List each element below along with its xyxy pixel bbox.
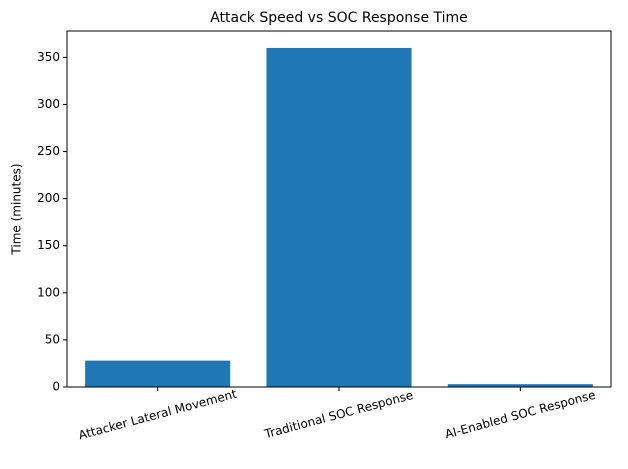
chart-title: Attack Speed vs SOC Response Time <box>210 10 468 26</box>
y-tick-label: 200 <box>37 191 60 205</box>
y-tick-label: 50 <box>45 332 60 346</box>
bar <box>447 384 593 387</box>
bar <box>266 47 412 387</box>
x-tick-label: AI-Enabled SOC Response <box>443 388 597 442</box>
y-tick-label: 350 <box>37 50 60 64</box>
y-tick-label: 300 <box>37 97 60 111</box>
y-axis-label: Time (minutes) <box>10 163 24 255</box>
x-tick-label: Traditional SOC Response <box>262 388 415 441</box>
y-tick-label: 0 <box>52 380 60 394</box>
plot-frame <box>66 30 612 388</box>
y-tick-label: 100 <box>37 285 60 299</box>
x-tick-label: Attacker Lateral Movement <box>77 387 238 443</box>
y-tick-label: 150 <box>37 238 60 252</box>
y-tick-label: 250 <box>37 144 60 158</box>
bar <box>85 360 231 387</box>
